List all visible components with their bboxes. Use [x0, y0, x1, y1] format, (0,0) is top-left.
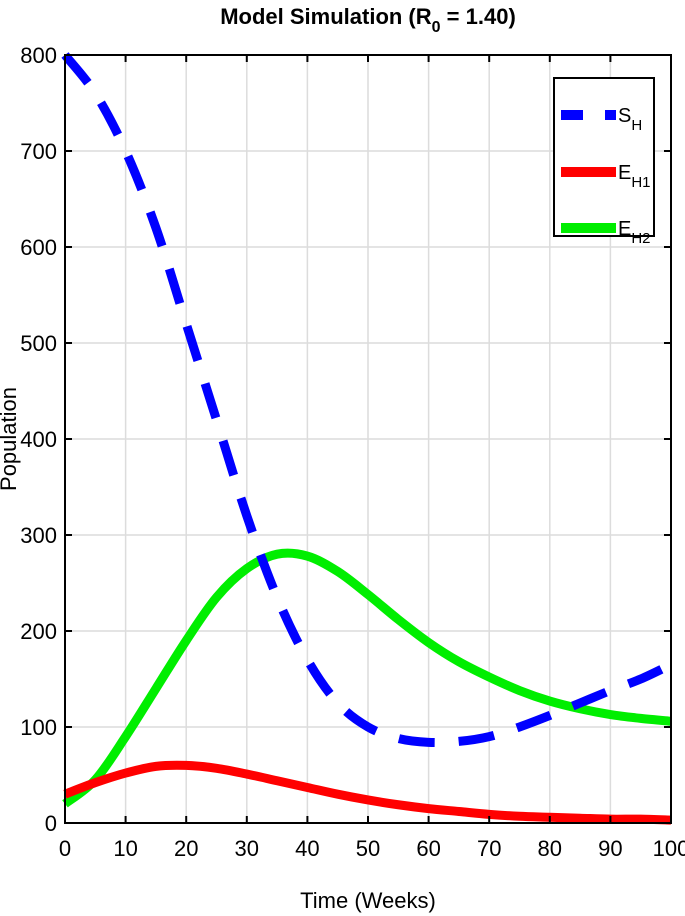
y-tick-label: 0	[45, 811, 57, 836]
x-tick-label: 90	[598, 836, 622, 861]
plot-frame	[64, 54, 672, 824]
chart-title: Model Simulation (R0 = 1.40)	[220, 4, 516, 36]
y-tick-label: 100	[20, 715, 57, 740]
x-tick-label: 30	[235, 836, 259, 861]
series-line-e-h2	[62, 548, 672, 808]
x-tick-label: 80	[538, 836, 562, 861]
x-tick-label: 50	[356, 836, 380, 861]
x-tick-label: 10	[113, 836, 137, 861]
y-tick-label: 700	[20, 139, 57, 164]
y-tick-label: 400	[20, 427, 57, 452]
series-line-e-h1	[63, 760, 672, 825]
x-tick-label: 0	[59, 836, 71, 861]
y-tick-label: 500	[20, 331, 57, 356]
y-tick-label: 600	[20, 235, 57, 260]
x-tick-label: 100	[653, 836, 685, 861]
x-axis-title: Time (Weeks)	[300, 888, 436, 913]
y-tick-label: 300	[20, 523, 57, 548]
legend-label: SH	[618, 105, 642, 134]
plot-series	[61, 52, 673, 825]
y-tick-label: 200	[20, 619, 57, 644]
axes	[64, 54, 672, 824]
legend-box	[553, 77, 655, 237]
legend-label: EH2	[618, 218, 651, 247]
x-tick-label: 20	[174, 836, 198, 861]
tick-labels: 0 10 20 30 40 50 60 70 80 90 100 0 100 200 300 400 500 60…	[20, 43, 685, 861]
series-line-s-h	[61, 52, 673, 748]
y-tick-label: 800	[20, 43, 57, 68]
legend: SH EH1 EH2	[553, 77, 655, 247]
legend-label: EH1	[618, 162, 651, 191]
x-tick-label: 60	[416, 836, 440, 861]
x-tick-label: 40	[295, 836, 319, 861]
x-tick-label: 70	[477, 836, 501, 861]
y-axis-title: Population	[0, 387, 21, 491]
